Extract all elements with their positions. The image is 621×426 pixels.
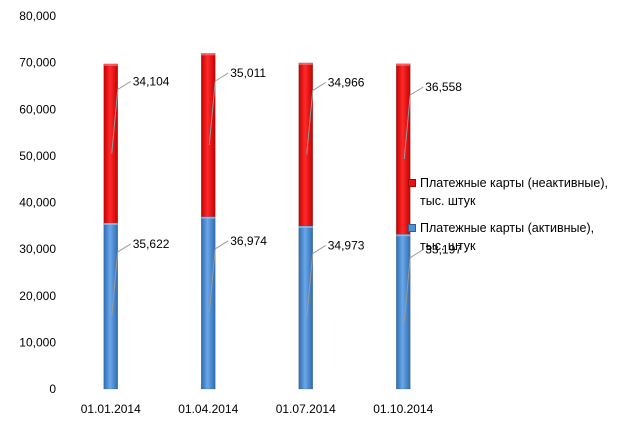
x-axis: 01.01.2014 01.04.2014 01.07.2014 01.10.2014	[81, 402, 434, 416]
bar-segment-inactive	[201, 53, 216, 217]
y-tick-label: 80,000	[19, 9, 56, 23]
y-tick-label: 50,000	[19, 149, 56, 163]
legend-label-inactive: Платежные карты (неактивные), тыс. штук	[420, 176, 608, 208]
bar-segment-inactive-bevel	[396, 63, 411, 66]
data-label-inactive: 34,104	[133, 74, 170, 88]
data-labels: 35,622 34,104 36,974 35,011 34,973 34,966 33,1…	[111, 66, 462, 322]
bar-segment-inactive-bevel	[103, 63, 118, 66]
x-tick-label: 01.07.2014	[276, 402, 336, 416]
y-tick-label: 70,000	[19, 56, 56, 70]
data-label-inactive: 36,558	[425, 80, 462, 94]
y-axis: 0 10,000 20,000 30,000 40,000 50,000 60,000 70,…	[19, 9, 56, 396]
bars	[103, 53, 411, 390]
y-tick-label: 20,000	[19, 289, 56, 303]
data-label-leader	[208, 72, 229, 146]
legend-item-active: Платежные карты (активные), тыс. штук	[408, 219, 618, 255]
bar-segment-inactive-bevel	[298, 62, 313, 65]
legend-swatch-inactive	[408, 179, 416, 187]
data-label-leader	[111, 80, 132, 154]
data-label-active: 33,197	[425, 243, 462, 257]
y-tick-label: 0	[49, 382, 56, 396]
bar-segment-inactive	[103, 63, 118, 224]
bar-segment-active	[201, 216, 216, 390]
legend-item-inactive: Платежные карты (неактивные), тыс. штук	[408, 174, 618, 210]
data-label-inactive: 34,966	[328, 75, 365, 89]
y-tick-label: 30,000	[19, 242, 56, 256]
bar-segment-active-bevel	[298, 225, 313, 228]
bar-segment-inactive	[298, 62, 313, 227]
data-label-active: 35,622	[133, 237, 170, 251]
legend: Платежные карты (неактивные), тыс. штук …	[408, 174, 618, 264]
legend-label-active: Платежные карты (активные), тыс. штук	[420, 221, 595, 253]
bar-segment-active	[298, 225, 313, 390]
bar-segment-active-bevel	[396, 234, 411, 237]
legend-swatch-active	[408, 224, 416, 232]
x-tick-label: 01.10.2014	[373, 402, 433, 416]
data-label-leader	[111, 243, 132, 317]
bar-segment-inactive-bevel	[201, 53, 216, 56]
y-tick-label: 60,000	[19, 102, 56, 116]
data-label-inactive: 35,011	[230, 66, 266, 80]
data-label-active: 36,974	[230, 234, 267, 248]
y-tick-label: 10,000	[19, 335, 56, 349]
x-tick-label: 01.04.2014	[178, 402, 238, 416]
data-label-leader	[403, 249, 424, 322]
data-label-leader	[403, 86, 424, 160]
y-tick-label: 40,000	[19, 196, 56, 210]
bar-segment-active	[103, 222, 118, 390]
data-label-leader	[306, 81, 327, 155]
bar-segment-active-bevel	[201, 216, 216, 219]
bar-segment-active-bevel	[103, 222, 118, 225]
x-tick-label: 01.01.2014	[81, 402, 141, 416]
data-label-leader	[306, 245, 327, 318]
data-label-leader	[208, 240, 229, 313]
data-label-active: 34,973	[328, 238, 365, 252]
